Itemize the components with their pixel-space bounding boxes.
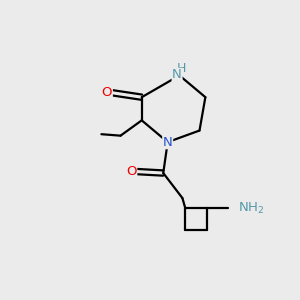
Text: O: O (102, 86, 112, 99)
Text: N: N (163, 136, 172, 148)
Text: H: H (177, 62, 187, 76)
Text: NH$_2$: NH$_2$ (238, 201, 265, 216)
Text: O: O (126, 165, 137, 178)
Text: N: N (172, 68, 182, 81)
